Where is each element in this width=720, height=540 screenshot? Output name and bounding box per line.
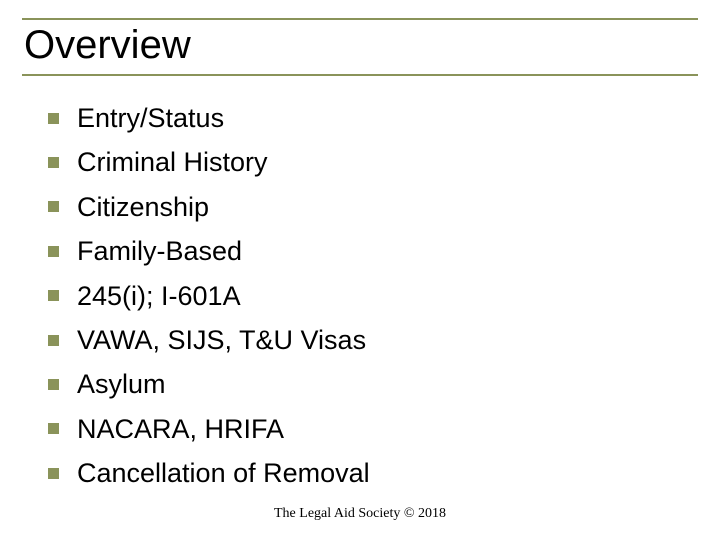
list-item: Entry/Status bbox=[48, 102, 698, 134]
list-item-label: Asylum bbox=[77, 368, 166, 400]
list-item: Criminal History bbox=[48, 146, 698, 178]
list-item-label: Citizenship bbox=[77, 191, 209, 223]
list-item-label: VAWA, SIJS, T&U Visas bbox=[77, 324, 366, 356]
square-bullet-icon bbox=[48, 157, 59, 168]
square-bullet-icon bbox=[48, 290, 59, 301]
slide-footer: The Legal Aid Society © 2018 bbox=[0, 506, 720, 522]
list-item-label: Entry/Status bbox=[77, 102, 224, 134]
list-item-label: 245(i); I-601A bbox=[77, 280, 241, 312]
square-bullet-icon bbox=[48, 201, 59, 212]
square-bullet-icon bbox=[48, 379, 59, 390]
bullet-list: Entry/Status Criminal History Citizenshi… bbox=[22, 76, 698, 490]
list-item-label: NACARA, HRIFA bbox=[77, 413, 284, 445]
title-rule-top bbox=[22, 18, 698, 20]
square-bullet-icon bbox=[48, 335, 59, 346]
title-rule-bottom bbox=[22, 74, 698, 76]
slide-title: Overview bbox=[22, 22, 698, 68]
square-bullet-icon bbox=[48, 468, 59, 479]
list-item: VAWA, SIJS, T&U Visas bbox=[48, 324, 698, 356]
list-item-label: Cancellation of Removal bbox=[77, 457, 370, 489]
list-item: Family-Based bbox=[48, 235, 698, 267]
list-item-label: Family-Based bbox=[77, 235, 242, 267]
square-bullet-icon bbox=[48, 423, 59, 434]
title-container: Overview bbox=[22, 18, 698, 76]
square-bullet-icon bbox=[48, 246, 59, 257]
list-item: Cancellation of Removal bbox=[48, 457, 698, 489]
list-item: Asylum bbox=[48, 368, 698, 400]
slide: Overview Entry/Status Criminal History C… bbox=[0, 0, 720, 540]
list-item: Citizenship bbox=[48, 191, 698, 223]
list-item: 245(i); I-601A bbox=[48, 280, 698, 312]
list-item-label: Criminal History bbox=[77, 146, 268, 178]
list-item: NACARA, HRIFA bbox=[48, 413, 698, 445]
square-bullet-icon bbox=[48, 113, 59, 124]
